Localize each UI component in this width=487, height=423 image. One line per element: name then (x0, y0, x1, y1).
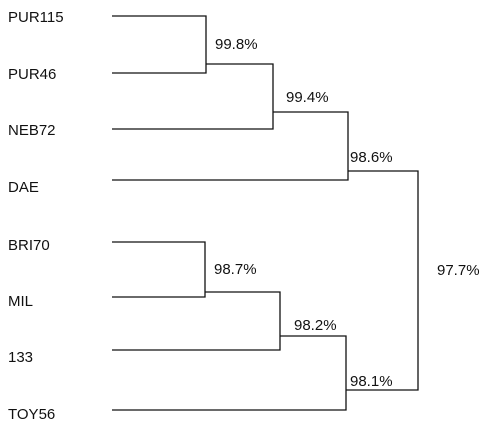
leaf-label-pur115: PUR115 (8, 9, 64, 26)
branch-n4-133 (112, 291, 281, 351)
branches (112, 15, 419, 411)
branch-n1-neb72 (112, 63, 274, 130)
node-label-n3: 98.6% (350, 149, 393, 166)
leaf-label-pur46: PUR46 (8, 66, 56, 83)
node-label-n1: 99.8% (215, 36, 258, 53)
branch-n2-dae (112, 111, 349, 181)
node-labels: 99.8% 99.4% 98.6% 98.7% 98.2% 98.1% 97.7… (214, 36, 480, 390)
node-label-n6: 98.1% (350, 373, 393, 390)
leaf-label-neb72: NEB72 (8, 122, 56, 139)
node-label-n4: 98.7% (214, 261, 257, 278)
leaf-label-toy56: TOY56 (8, 406, 55, 423)
leaf-label-bri70: BRI70 (8, 237, 50, 254)
leaf-label-dae: DAE (8, 179, 39, 196)
branch-bri70-mil (112, 241, 206, 298)
node-label-n2: 99.4% (286, 89, 329, 106)
node-label-n7: 97.7% (437, 262, 480, 279)
leaf-labels: PUR115 PUR46 NEB72 DAE BRI70 MIL 133 TOY… (8, 9, 64, 423)
branch-root (346, 170, 419, 391)
leaf-label-mil: MIL (8, 293, 33, 310)
branch-pur115-pur46 (112, 15, 207, 74)
branch-n5-toy56 (112, 335, 347, 411)
node-label-n5: 98.2% (294, 317, 337, 334)
leaf-label-133: 133 (8, 349, 33, 366)
